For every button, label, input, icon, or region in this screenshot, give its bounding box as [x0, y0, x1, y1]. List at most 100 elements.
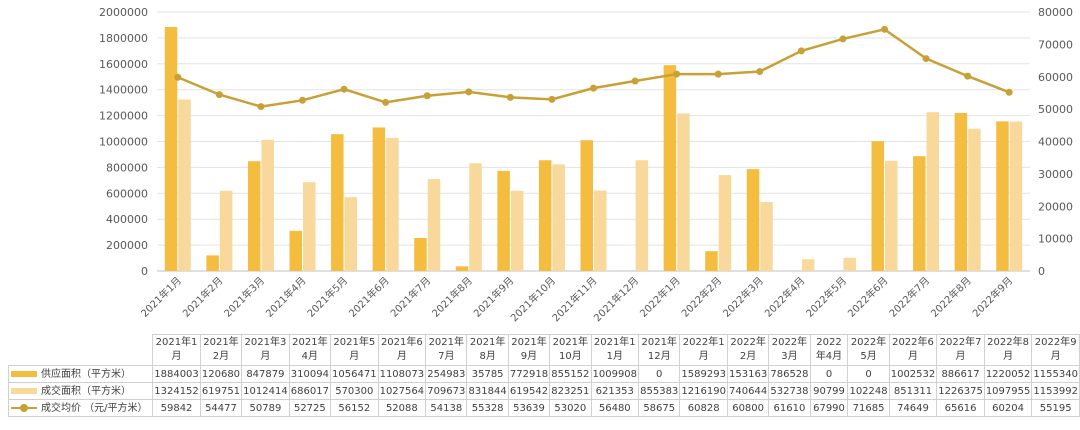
x-tick-label: 2021年8月 — [429, 274, 475, 320]
deal-bar — [344, 197, 358, 271]
table-cell: 0 — [847, 365, 890, 383]
supply-bar — [663, 65, 677, 271]
table-cell: 52088 — [377, 399, 427, 417]
table-header-cell: 2021年3月 — [241, 334, 290, 366]
price-point — [964, 72, 972, 80]
table-header-cell: 2022年3月 — [768, 334, 811, 366]
table-cell: 619751 — [199, 382, 243, 400]
table-cell: 772918 — [507, 365, 551, 383]
bar-series — [164, 27, 1023, 272]
price-point — [881, 25, 888, 33]
table-header-cell: 2022年2月 — [726, 334, 770, 366]
table-cell: 1012414 — [241, 382, 290, 400]
table-cell: 619542 — [507, 382, 551, 400]
table-header-cell: 2021年9月 — [507, 334, 551, 366]
table-header-cell: 2021年11月 — [590, 334, 640, 366]
left-tick-label: 1400000 — [99, 84, 148, 97]
table-cell: 56152 — [330, 399, 379, 417]
right-tick-label: 20000 — [1038, 200, 1073, 213]
legend-label: 供应面积（平方米） — [41, 368, 131, 380]
supply-bar — [164, 27, 178, 272]
price-point — [299, 96, 306, 104]
left-y-axis: 0 200000 400000 600000 800000 1000000 1200000 1… — [99, 6, 148, 278]
table-cell: 1324152 — [152, 382, 201, 400]
supply-bar — [580, 140, 593, 271]
deal-bar — [219, 190, 233, 271]
table-cell: 1884003 — [152, 365, 201, 383]
table-cell: 621353 — [590, 382, 640, 400]
left-tick-label: 2000000 — [99, 6, 148, 19]
supply-bar — [705, 251, 718, 271]
table-cell: 1027564 — [377, 382, 427, 400]
table-cell: 55195 — [1031, 399, 1080, 417]
price-point — [756, 68, 764, 76]
table-cell: 65616 — [936, 399, 985, 417]
deal-bar — [718, 175, 732, 271]
supply-bar — [871, 141, 884, 271]
price-point — [465, 88, 473, 96]
table-cell: 61610 — [768, 399, 811, 417]
left-tick-label: 1800000 — [99, 32, 148, 45]
left-tick-label: 1200000 — [99, 110, 148, 123]
table-cell: 709673 — [425, 382, 468, 400]
table-cell: 58675 — [638, 399, 681, 417]
table-cell: 847879 — [241, 365, 290, 383]
table-cell: 0 — [809, 365, 849, 383]
x-tick-label: 2021年6月 — [346, 274, 392, 320]
left-tick-label: 0 — [141, 265, 148, 278]
table-header-cell: 2022年8月 — [983, 334, 1033, 366]
table-cell: 532738 — [768, 382, 811, 400]
price-point — [174, 73, 182, 81]
right-tick-label: 40000 — [1038, 136, 1073, 149]
deal-bar — [178, 99, 191, 272]
table-cell: 54477 — [199, 399, 243, 417]
x-tick-label: 2022年7月 — [886, 274, 932, 320]
price-point — [340, 85, 348, 93]
table-cell: 686017 — [288, 382, 332, 400]
table-cell: 35785 — [466, 365, 509, 383]
x-tick-label: 2021年9月 — [471, 274, 517, 320]
table-corner — [8, 334, 154, 366]
table-header-cell: 2021年7月 — [425, 334, 468, 366]
table-cell: 120680 — [199, 365, 243, 383]
table-header-cell: 2021年2月 — [199, 334, 243, 366]
table-cell: 71685 — [847, 399, 890, 417]
left-tick-label: 1000000 — [99, 136, 148, 149]
price-point — [797, 47, 805, 55]
price-point — [631, 77, 639, 85]
right-tick-label: 70000 — [1038, 38, 1073, 51]
deal-bar — [303, 182, 316, 271]
table-cell: 1153992 — [1031, 382, 1080, 400]
table-cell: 90799 — [809, 382, 849, 400]
legend-entry: 成交面积（平方米） — [7, 382, 154, 400]
price-point — [590, 84, 597, 92]
supply-bar — [455, 266, 469, 271]
table-cell: 53639 — [507, 399, 551, 417]
table-row: 成交面积（平方米） 1324152 619751 1012414 686017 57030… — [7, 382, 1080, 400]
table-cell: 1226375 — [936, 382, 985, 400]
x-tick-label: 2022年1月 — [637, 274, 683, 320]
deal-bar — [885, 160, 898, 271]
x-tick-label: 2022年5月 — [803, 274, 849, 320]
right-tick-label: 60000 — [1038, 71, 1073, 84]
price-point — [673, 70, 681, 78]
supply-bar — [372, 127, 386, 271]
table-row: 成交均价 （元/平方米） 59842 54477 50789 52725 56152 520… — [7, 399, 1080, 417]
table-cell: 740644 — [726, 382, 770, 400]
left-tick-label: 200000 — [106, 239, 148, 252]
right-y-axis: 0 10000 20000 30000 40000 50000 60000 70000 8000… — [1038, 6, 1073, 278]
legend-bar-swatch-icon — [11, 387, 37, 394]
price-point — [382, 98, 390, 106]
supply-bar — [954, 113, 968, 271]
table-header-cell: 2022年4月 — [809, 334, 849, 366]
x-tick-label: 2021年12月 — [591, 274, 641, 324]
table-cell: 855383 — [638, 382, 681, 400]
table-cell: 310094 — [288, 365, 332, 383]
supply-bar — [746, 169, 760, 271]
x-tick-label: 2022年3月 — [720, 274, 766, 320]
table-cell: 855152 — [549, 365, 592, 383]
table-cell: 1220052 — [983, 365, 1033, 383]
right-tick-label: 80000 — [1038, 6, 1073, 19]
x-tick-label: 2021年3月 — [221, 274, 267, 320]
table-cell: 1216190 — [679, 382, 728, 400]
